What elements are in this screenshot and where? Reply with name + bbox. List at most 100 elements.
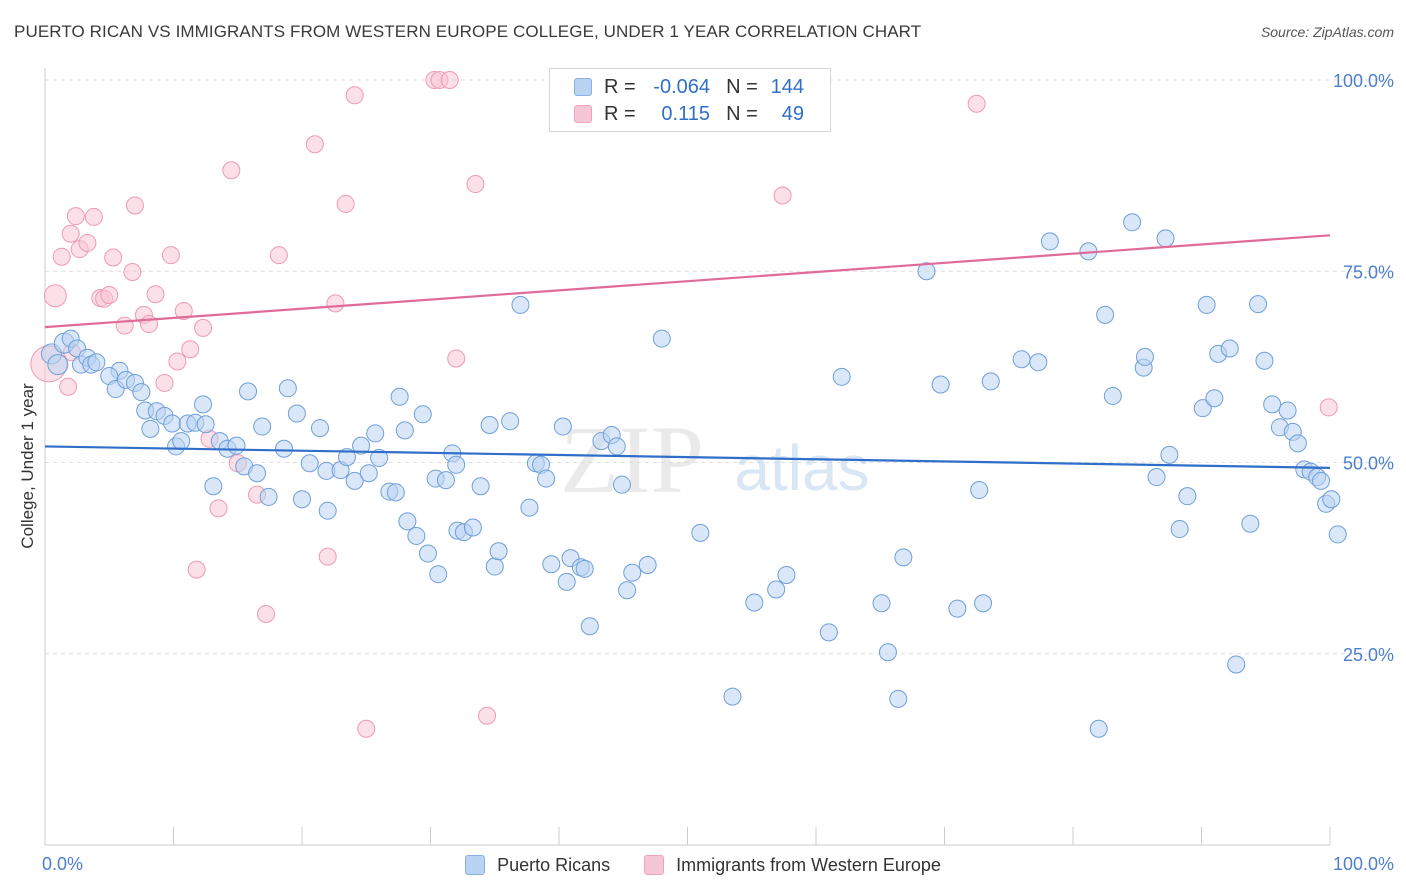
puerto-ricans-point bbox=[618, 581, 637, 600]
trend-lines bbox=[44, 234, 1331, 469]
y-axis-label: College, Under 1 year bbox=[18, 383, 37, 549]
puerto-ricans-point bbox=[520, 498, 539, 517]
immigrants-point bbox=[336, 194, 355, 213]
puerto-ricans-point bbox=[413, 405, 432, 424]
immigrants-point bbox=[187, 560, 206, 579]
puerto-ricans-point bbox=[1160, 445, 1179, 464]
immigrants-trend-line bbox=[44, 234, 1331, 329]
immigrants-point bbox=[61, 224, 80, 243]
puerto-ricans-point bbox=[612, 475, 631, 494]
grid-lines bbox=[45, 79, 1390, 655]
immigrants-point bbox=[1319, 398, 1338, 417]
r-label: R = bbox=[604, 102, 636, 125]
puerto-ricans-point bbox=[1278, 401, 1297, 420]
puerto-ricans-point bbox=[310, 419, 329, 438]
puerto-ricans-point bbox=[575, 559, 594, 578]
r-value: -0.064 bbox=[653, 75, 710, 98]
correlation-legend: R = -0.064 N = 144 R = 0.115 N = 49 bbox=[549, 68, 831, 132]
puerto-ricans-point bbox=[1147, 468, 1166, 487]
legend-row-immigrants: R = 0.115 N = 49 bbox=[574, 101, 804, 127]
puerto-ricans-point bbox=[436, 471, 455, 490]
puerto-ricans-point bbox=[745, 593, 764, 612]
puerto-ricans-point bbox=[767, 580, 786, 599]
puerto-ricans-point bbox=[132, 383, 151, 402]
source-label: Source: ZipAtlas.com bbox=[1260, 24, 1394, 40]
puerto-ricans-point bbox=[398, 512, 417, 531]
puerto-ricans-point bbox=[889, 689, 908, 708]
immigrants-point bbox=[43, 284, 67, 308]
puerto-ricans-point bbox=[352, 436, 371, 455]
puerto-ricans-point bbox=[537, 469, 556, 488]
puerto-ricans-point bbox=[418, 544, 437, 563]
immigrants-point bbox=[104, 248, 123, 267]
puerto-ricans-point bbox=[1263, 395, 1282, 414]
immigrants-point bbox=[257, 604, 276, 623]
puerto-ricans-point bbox=[1328, 525, 1347, 544]
immigrants-point bbox=[168, 352, 187, 371]
immigrants-point bbox=[194, 318, 213, 337]
immigrants-swatch bbox=[644, 855, 665, 875]
puerto-ricans-point bbox=[194, 395, 213, 414]
series-puerto-ricans-points bbox=[40, 213, 1347, 738]
immigrants-point bbox=[318, 547, 337, 566]
legend-label: Immigrants from Western Europe bbox=[676, 854, 941, 875]
series-legend: Puerto Ricans Immigrants from Western Eu… bbox=[0, 852, 1406, 878]
x-tick-label: 100.0% bbox=[1333, 854, 1394, 874]
puerto-ricans-point bbox=[970, 481, 989, 500]
puerto-ricans-point bbox=[407, 526, 426, 545]
puerto-ricans-point bbox=[1197, 295, 1216, 314]
puerto-ricans-point bbox=[557, 572, 576, 591]
legend-item-immigrants[interactable]: Immigrants from Western Europe bbox=[644, 855, 941, 876]
puerto-ricans-point bbox=[819, 623, 838, 642]
puerto-ricans-point bbox=[287, 404, 306, 423]
y-tick-label: 75.0% bbox=[1343, 262, 1394, 282]
immigrants-point bbox=[269, 246, 288, 265]
puerto-ricans-point bbox=[489, 542, 508, 561]
puerto-ricans-point bbox=[1255, 351, 1274, 370]
puerto-ricans-point bbox=[1312, 471, 1331, 490]
puerto-ricans-point bbox=[370, 448, 389, 467]
puerto-ricans-point bbox=[318, 501, 337, 520]
x-tick-label: 0.0% bbox=[42, 854, 83, 874]
puerto-ricans-point bbox=[471, 477, 490, 496]
immigrants-point bbox=[466, 175, 485, 194]
puerto-ricans-trend-line bbox=[44, 445, 1331, 469]
puerto-ricans-point bbox=[511, 295, 530, 314]
n-label: N = bbox=[726, 102, 758, 125]
puerto-ricans-point bbox=[196, 415, 215, 434]
tick-labels: 25.0% 50.0% 75.0% 100.0% 0.0% 100.0% bbox=[42, 71, 1394, 874]
puerto-ricans-swatch bbox=[574, 78, 592, 96]
puerto-ricans-point bbox=[981, 372, 1000, 391]
immigrants-point bbox=[146, 285, 165, 304]
puerto-ricans-point bbox=[447, 455, 466, 474]
immigrants-point bbox=[155, 373, 174, 392]
immigrants-point bbox=[478, 706, 497, 725]
puerto-ricans-point bbox=[204, 477, 223, 496]
puerto-ricans-point bbox=[894, 548, 913, 567]
puerto-ricans-point bbox=[553, 417, 572, 436]
puerto-ricans-point bbox=[172, 432, 191, 451]
immigrants-point bbox=[59, 377, 78, 396]
puerto-ricans-point bbox=[227, 436, 246, 455]
legend-item-puerto-ricans[interactable]: Puerto Ricans bbox=[465, 855, 610, 876]
puerto-ricans-point bbox=[1249, 295, 1268, 314]
puerto-ricans-point bbox=[542, 555, 561, 574]
y-tick-label: 100.0% bbox=[1333, 71, 1394, 91]
puerto-ricans-point bbox=[623, 563, 642, 582]
immigrants-point bbox=[52, 247, 71, 266]
legend-row-puerto-ricans: R = -0.064 N = 144 bbox=[574, 74, 804, 100]
puerto-ricans-point bbox=[463, 518, 482, 537]
series-immigrants-points bbox=[30, 71, 1338, 738]
puerto-ricans-point bbox=[878, 643, 897, 662]
puerto-ricans-point bbox=[1288, 434, 1307, 453]
puerto-ricans-point bbox=[1089, 719, 1108, 738]
immigrants-point bbox=[209, 499, 228, 518]
puerto-ricans-point bbox=[293, 490, 311, 509]
puerto-ricans-point bbox=[832, 367, 851, 386]
immigrants-point bbox=[773, 186, 792, 205]
puerto-ricans-point bbox=[1205, 389, 1224, 408]
legend-label: Puerto Ricans bbox=[497, 854, 611, 875]
immigrants-point bbox=[115, 316, 134, 335]
puerto-ricans-point bbox=[723, 687, 742, 706]
puerto-ricans-point bbox=[931, 375, 950, 394]
